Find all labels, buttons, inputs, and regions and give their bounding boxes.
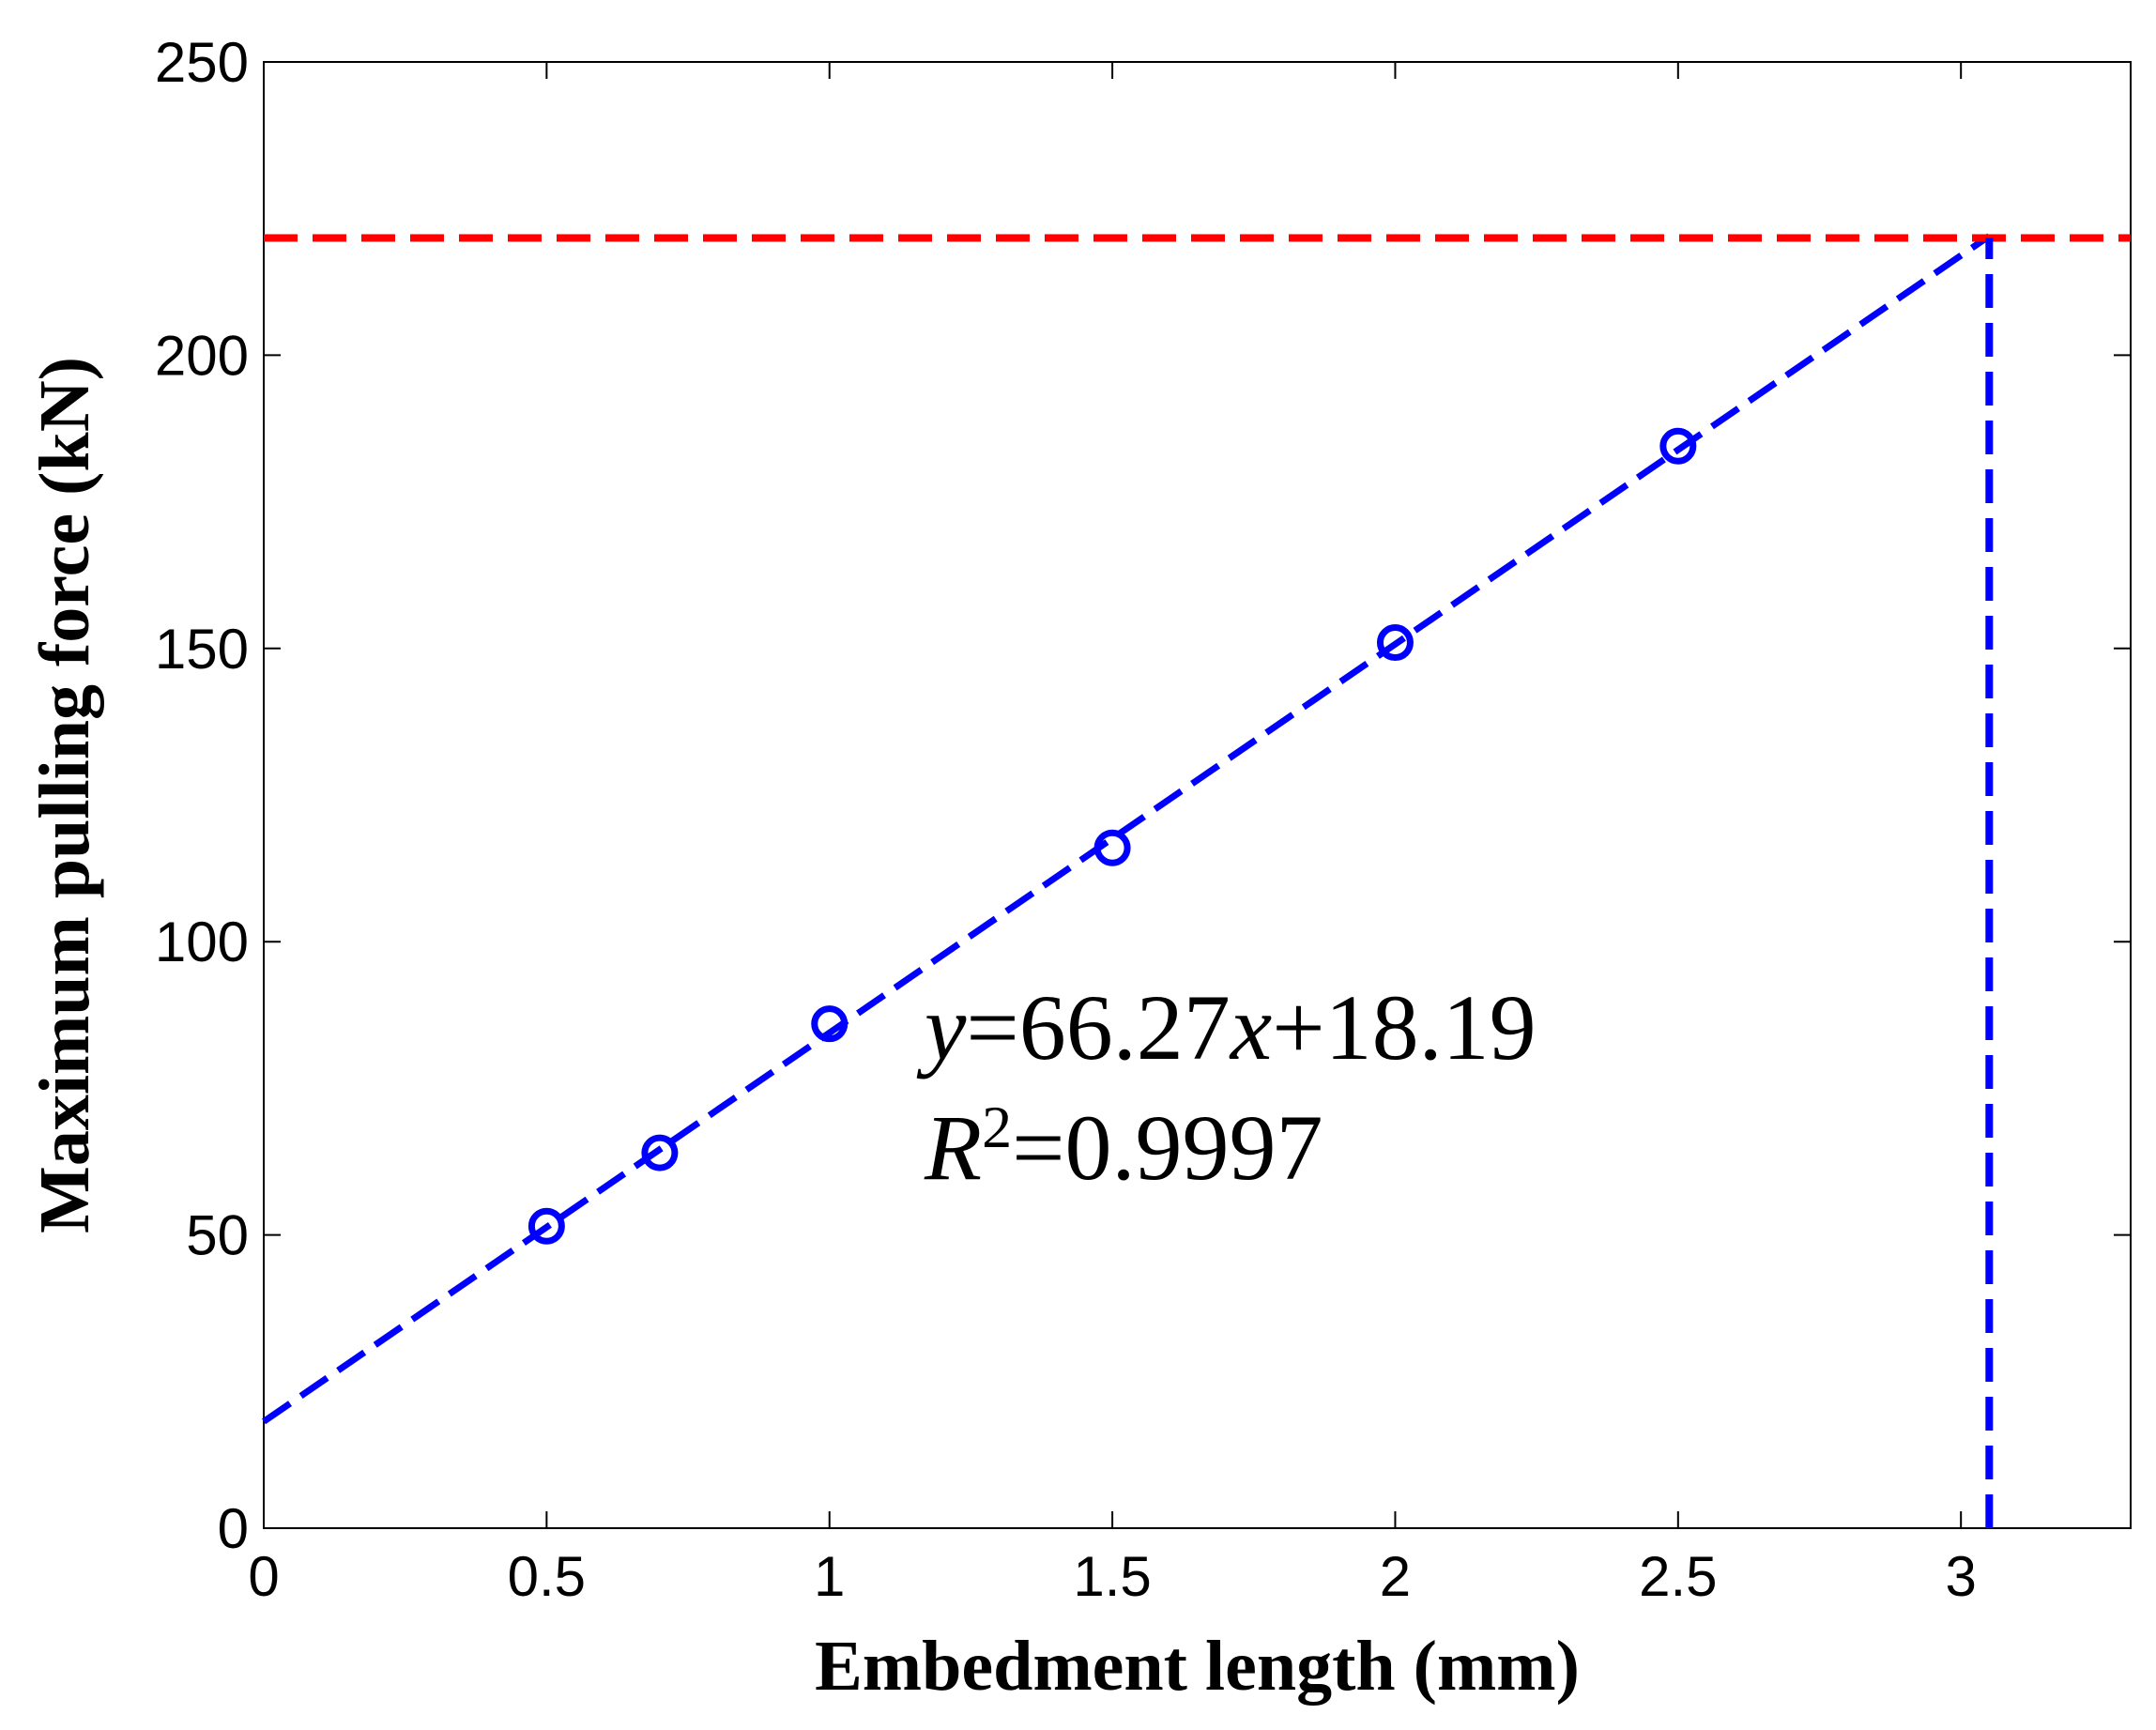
- plot-area: [263, 61, 2132, 1529]
- data-point: [641, 1134, 679, 1171]
- x-tick-label: 2: [1380, 1545, 1411, 1608]
- x-axis-label: Embedment length (mm): [815, 1627, 1580, 1706]
- data-markers: [528, 427, 1697, 1245]
- x-tick-label: 2.5: [1639, 1545, 1717, 1608]
- data-point: [1093, 829, 1131, 866]
- r-squared: R2=0.9997: [924, 1094, 1323, 1200]
- eq-x: x: [1229, 975, 1272, 1079]
- y-tick-label: 200: [155, 324, 249, 387]
- data-point: [811, 1005, 849, 1043]
- x-tick-label: 1.5: [1073, 1545, 1151, 1608]
- x-tick-label: 1: [814, 1545, 845, 1608]
- fit-equation: y=66.27x+18.19: [916, 975, 1537, 1079]
- x-tick-label: 0.5: [508, 1545, 586, 1608]
- r-tail: =0.9997: [1012, 1095, 1323, 1200]
- r-superscript: 2: [982, 1094, 1012, 1160]
- tick-labels: 0 0.5 1 1.5 2 2.5 3 0 50 100 150 200 250: [155, 31, 1977, 1608]
- y-tick-label: 250: [155, 31, 249, 94]
- x-tick-label: 0: [248, 1545, 279, 1608]
- data-point: [1376, 624, 1414, 662]
- eq-tail: +18.19: [1272, 975, 1536, 1079]
- r-letter: R: [924, 1095, 982, 1200]
- axis-ticks: [263, 61, 2131, 1529]
- data-point: [1659, 427, 1697, 465]
- eq-mid: =66.27: [966, 975, 1230, 1079]
- y-tick-label: 100: [155, 911, 249, 973]
- fit-line: [262, 233, 1992, 1425]
- y-tick-label: 150: [155, 618, 249, 681]
- y-tick-label: 0: [218, 1497, 249, 1560]
- eq-y: y: [916, 975, 967, 1079]
- x-tick-label: 3: [1945, 1545, 1976, 1608]
- y-tick-label: 50: [186, 1204, 249, 1267]
- y-axis-label: Maximum pulling force (kN): [25, 357, 104, 1233]
- data-point: [528, 1207, 565, 1245]
- series-lines: [262, 233, 2131, 1528]
